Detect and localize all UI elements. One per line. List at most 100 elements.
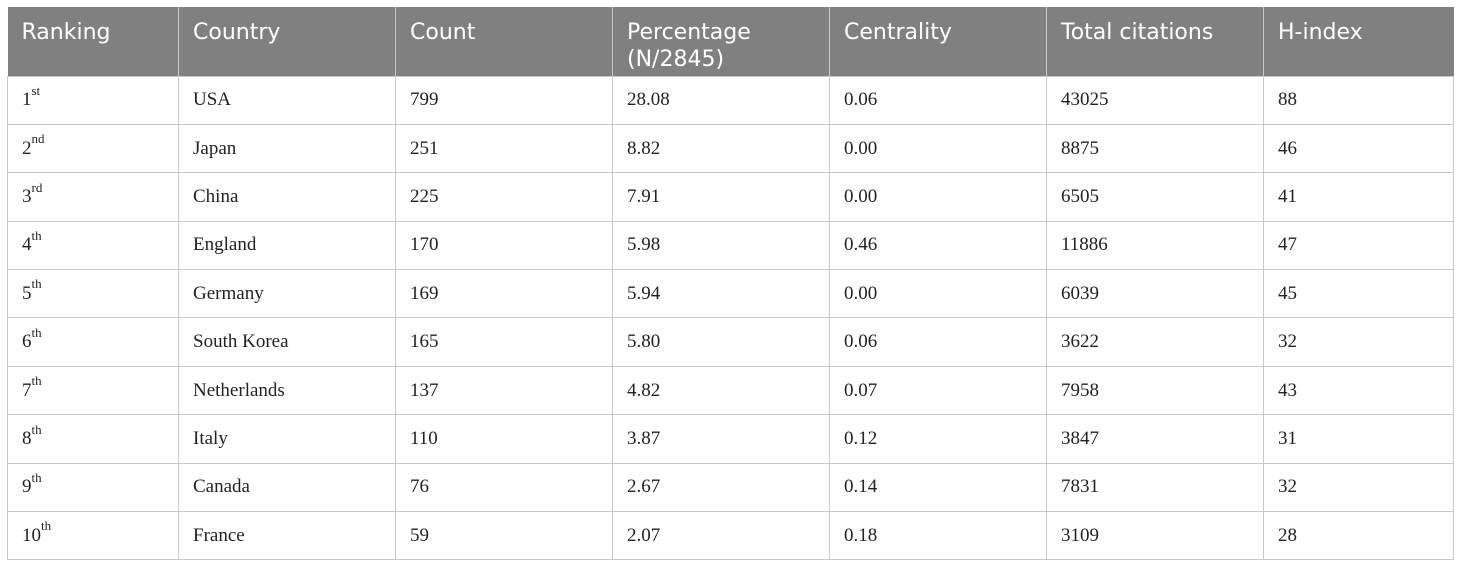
ranking-number: 6 <box>22 331 32 353</box>
cell-percentage: 8.82 <box>612 123 830 174</box>
cell-h-index: 88 <box>1263 75 1454 125</box>
cell-percentage: 4.82 <box>612 365 830 416</box>
cell-centrality: 0.14 <box>829 462 1047 513</box>
cell-country: Netherlands <box>178 365 396 416</box>
cell-ranking: 5th <box>7 269 179 319</box>
cell-h-index: 46 <box>1263 123 1454 174</box>
cell-h-index: 43 <box>1263 365 1454 416</box>
cell-ranking: 4th <box>7 220 179 271</box>
header-country: Country <box>178 7 396 76</box>
cell-centrality: 0.12 <box>829 414 1047 464</box>
cell-ranking: 10th <box>7 511 179 561</box>
ranking-number: 8 <box>22 427 32 449</box>
cell-centrality: 0.00 <box>829 172 1047 222</box>
cell-h-index: 45 <box>1263 269 1454 319</box>
cell-centrality: 0.06 <box>829 317 1047 367</box>
cell-h-index: 47 <box>1263 220 1454 271</box>
cell-count: 137 <box>395 365 613 416</box>
cell-centrality: 0.18 <box>829 511 1047 561</box>
cell-percentage: 3.87 <box>612 414 830 464</box>
ranking-number: 2 <box>22 137 32 159</box>
cell-centrality: 0.07 <box>829 365 1047 416</box>
cell-total-citations: 6039 <box>1046 269 1264 319</box>
table-row: 3rd China 225 7.91 0.00 6505 41 <box>7 172 1454 222</box>
header-row: Ranking Country Count Percentage (N/2845… <box>7 7 1454 76</box>
cell-country: Italy <box>178 414 396 464</box>
header-centrality: Centrality <box>829 7 1047 76</box>
cell-ranking: 9th <box>7 462 179 513</box>
cell-count: 251 <box>395 123 613 174</box>
cell-centrality: 0.00 <box>829 123 1047 174</box>
ranking-number: 7 <box>22 379 32 401</box>
ranking-ordinal-suffix: th <box>31 324 42 340</box>
country-ranking-table: Ranking Country Count Percentage (N/2845… <box>7 7 1454 561</box>
ranking-number: 4 <box>22 234 32 256</box>
cell-total-citations: 43025 <box>1046 75 1264 125</box>
ranking-ordinal-suffix: th <box>31 276 42 292</box>
cell-count: 59 <box>395 511 613 561</box>
table-header: Ranking Country Count Percentage (N/2845… <box>7 7 1454 76</box>
table-row: 1st USA 799 28.08 0.06 43025 88 <box>7 75 1454 125</box>
cell-percentage: 5.98 <box>612 220 830 271</box>
cell-total-citations: 3622 <box>1046 317 1264 367</box>
cell-percentage: 2.67 <box>612 462 830 513</box>
cell-total-citations: 3847 <box>1046 414 1264 464</box>
ranking-number: 3 <box>22 185 32 207</box>
cell-country: Canada <box>178 462 396 513</box>
table-row: 8th Italy 110 3.87 0.12 3847 31 <box>7 414 1454 464</box>
cell-centrality: 0.00 <box>829 269 1047 319</box>
cell-country: China <box>178 172 396 222</box>
cell-count: 799 <box>395 75 613 125</box>
ranking-ordinal-suffix: th <box>31 421 42 437</box>
cell-ranking: 1st <box>7 75 179 125</box>
country-ranking-table-container: Ranking Country Count Percentage (N/2845… <box>7 7 1454 561</box>
ranking-number: 5 <box>22 282 32 304</box>
cell-count: 110 <box>395 414 613 464</box>
cell-country: France <box>178 511 396 561</box>
cell-percentage: 2.07 <box>612 511 830 561</box>
cell-country: USA <box>178 75 396 125</box>
cell-country: Germany <box>178 269 396 319</box>
table-row: 10th France 59 2.07 0.18 3109 28 <box>7 511 1454 561</box>
cell-h-index: 32 <box>1263 317 1454 367</box>
ranking-ordinal-suffix: th <box>31 373 42 389</box>
cell-centrality: 0.46 <box>829 220 1047 271</box>
cell-ranking: 7th <box>7 365 179 416</box>
cell-total-citations: 7831 <box>1046 462 1264 513</box>
cell-count: 170 <box>395 220 613 271</box>
cell-country: England <box>178 220 396 271</box>
cell-centrality: 0.06 <box>829 75 1047 125</box>
table-row: 7th Netherlands 137 4.82 0.07 7958 43 <box>7 365 1454 416</box>
ranking-number: 9 <box>22 476 32 498</box>
ranking-ordinal-suffix: th <box>31 228 42 244</box>
cell-h-index: 31 <box>1263 414 1454 464</box>
cell-total-citations: 7958 <box>1046 365 1264 416</box>
ranking-ordinal-suffix: nd <box>31 131 45 147</box>
header-ranking: Ranking <box>7 7 179 76</box>
cell-percentage: 28.08 <box>612 75 830 125</box>
ranking-ordinal-suffix: st <box>31 82 41 98</box>
table-row: 6th South Korea 165 5.80 0.06 3622 32 <box>7 317 1454 367</box>
cell-h-index: 41 <box>1263 172 1454 222</box>
cell-count: 76 <box>395 462 613 513</box>
cell-percentage: 7.91 <box>612 172 830 222</box>
cell-country: South Korea <box>178 317 396 367</box>
cell-percentage: 5.94 <box>612 269 830 319</box>
table-body: 1st USA 799 28.08 0.06 43025 88 2nd Japan 251 8.82… <box>7 75 1454 561</box>
ranking-ordinal-suffix: rd <box>31 179 43 195</box>
header-h-index: H-index <box>1263 7 1454 76</box>
cell-h-index: 28 <box>1263 511 1454 561</box>
ranking-ordinal-suffix: th <box>41 518 52 534</box>
cell-count: 225 <box>395 172 613 222</box>
ranking-ordinal-suffix: th <box>31 469 42 485</box>
cell-total-citations: 3109 <box>1046 511 1264 561</box>
table-row: 4th England 170 5.98 0.46 11886 47 <box>7 220 1454 271</box>
header-percentage: Percentage (N/2845) <box>612 7 830 76</box>
cell-count: 169 <box>395 269 613 319</box>
cell-percentage: 5.80 <box>612 317 830 367</box>
header-total-citations: Total citations <box>1046 7 1264 76</box>
cell-ranking: 2nd <box>7 123 179 174</box>
cell-ranking: 8th <box>7 414 179 464</box>
cell-total-citations: 6505 <box>1046 172 1264 222</box>
ranking-number: 10 <box>22 524 41 546</box>
